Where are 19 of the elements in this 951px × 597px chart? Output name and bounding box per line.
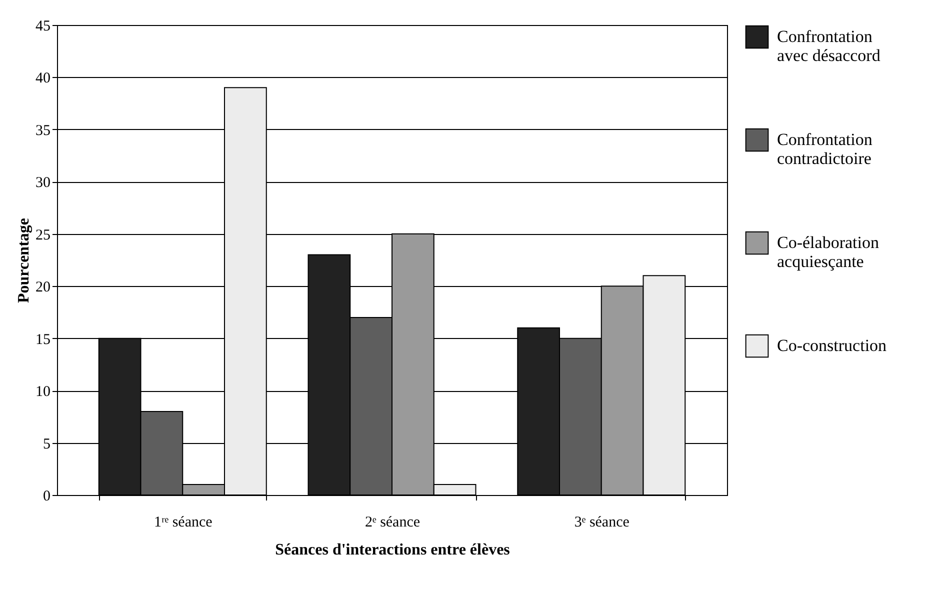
y-tick-label: 10 — [36, 384, 50, 400]
y-tick-label: 20 — [36, 280, 50, 296]
y-tick-label: 5 — [43, 436, 50, 452]
y-tick-label: 30 — [36, 175, 50, 192]
x-axis-title: Séances d'interactions entre élèves — [275, 542, 510, 558]
y-tick-label: 25 — [36, 227, 50, 244]
y-tick-label: 15 — [36, 332, 50, 348]
legend-label: Confrontation contradictoire — [777, 130, 873, 168]
y-tick-label: 0 — [43, 488, 50, 504]
legend-label: Co-élaboration acquiesçante — [777, 233, 880, 271]
y-tick-label: 45 — [36, 18, 50, 34]
y-tick-label: 40 — [36, 70, 50, 87]
legend-label: Confrontation avec désaccord — [777, 27, 881, 65]
x-tick-label: 3ᵉ séance — [574, 514, 630, 530]
legend-label: Co-construction — [777, 336, 888, 355]
x-tick-label: 1ʳᵉ séance — [154, 514, 213, 530]
x-tick-label: 2ᵉ séance — [364, 514, 420, 530]
y-axis-title: Pourcentage — [16, 218, 32, 304]
y-tick-label: 35 — [36, 122, 50, 139]
